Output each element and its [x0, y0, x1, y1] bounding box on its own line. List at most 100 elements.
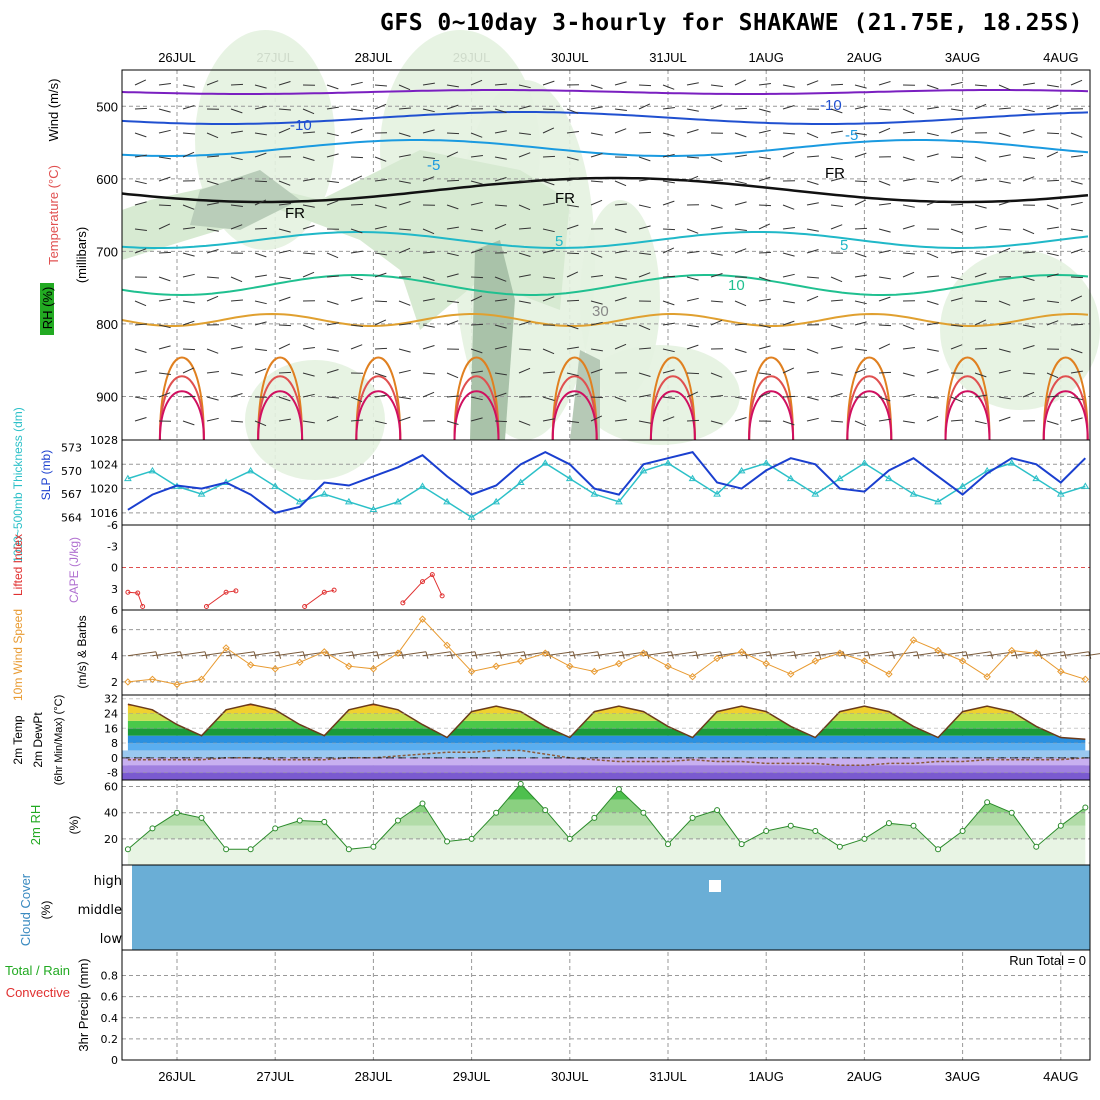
thickness-point: [124, 474, 132, 482]
wind-barb: [1070, 248, 1083, 254]
contour-label: 5: [840, 237, 848, 254]
wind-speed-point: [1057, 667, 1065, 676]
wind-barb: [854, 132, 867, 136]
wind-barb: [518, 420, 531, 426]
surface-wind-barb: [1011, 651, 1040, 657]
wind-barb: [350, 228, 363, 234]
thickness-point: [516, 478, 525, 485]
wind-barb: [206, 155, 219, 158]
wind-barb: [182, 348, 196, 351]
wind-barb: [326, 275, 339, 278]
wind-barb: [230, 276, 243, 283]
wind-barb: [446, 151, 459, 158]
wind-barb: [662, 153, 675, 158]
wind-barb: [206, 276, 219, 279]
wind-barb: [254, 84, 267, 89]
boundary-layer-isotherm: [257, 390, 304, 441]
chart-title: GFS 0~10day 3-hourly for SHAKAWE (21.75E…: [380, 10, 1084, 36]
rh-percent-axis-label: (%): [67, 816, 81, 835]
wind-barb: [638, 394, 651, 398]
date-label-bottom: 1AUG: [748, 1069, 783, 1084]
wind-barb: [1070, 228, 1083, 232]
wind-barb: [230, 130, 243, 134]
wind-barb: [326, 415, 339, 422]
wind-barb: [854, 368, 867, 374]
boundary-layer-isotherm: [1042, 390, 1089, 441]
wind-barb: [398, 84, 411, 91]
wind-tick-label: 2: [111, 676, 118, 689]
wind-barb: [830, 130, 843, 134]
wind-barb: [206, 180, 219, 185]
contour-label: -5: [427, 157, 440, 174]
rh-point: [517, 780, 524, 787]
wind-barb: [1022, 176, 1035, 182]
wind-barb: [782, 273, 795, 278]
boundary-layer-isotherm: [158, 390, 205, 441]
wind-barb: [350, 297, 363, 302]
wind-barb: [974, 300, 988, 303]
surface-wind-barb: [692, 651, 721, 657]
wind-barb: [134, 370, 147, 374]
rh-point: [174, 809, 180, 816]
surface-wind-barb: [471, 651, 500, 657]
date-label-bottom: 4AUG: [1043, 1069, 1078, 1084]
wind-barb: [998, 369, 1011, 374]
wind-speed-point: [541, 649, 549, 657]
wind-barb: [782, 204, 795, 210]
surface-wind-barb: [226, 651, 255, 657]
wind-barb: [230, 346, 243, 350]
pressure-tick-label: 900: [96, 389, 118, 404]
wind-barb: [902, 372, 915, 377]
wind-barb: [710, 204, 723, 209]
wind-barb: [446, 420, 459, 425]
wind-barb: [1046, 395, 1059, 398]
millibars-axis-label: (millibars): [74, 227, 89, 283]
lifted-index-point: [321, 589, 327, 595]
wind-barb: [686, 108, 699, 112]
wind-barb: [302, 324, 315, 330]
rh-band: [127, 812, 1086, 826]
wind-barb: [998, 323, 1011, 326]
temp-tick-label: 0: [111, 752, 118, 765]
boundary-layer-isotherm: [257, 356, 304, 441]
wind-barb: [878, 203, 891, 206]
thickness-point: [467, 513, 476, 520]
wind-barb: [854, 274, 867, 278]
thickness-point: [1007, 459, 1016, 466]
wind-barb: [950, 108, 963, 112]
thickness-point: [394, 497, 402, 505]
temperature-band: [127, 743, 1086, 751]
surface-wind-barb: [667, 651, 697, 657]
wind-barb: [830, 224, 843, 230]
lifted-index-line: [304, 589, 335, 607]
surface-wind-barb: [618, 651, 647, 657]
wind-barb: [326, 132, 339, 137]
wind-barb: [734, 201, 747, 206]
surface-wind-barb: [446, 651, 476, 657]
wind-barb: [758, 176, 771, 182]
wind-barb: [1070, 132, 1083, 138]
wind-barb: [1046, 226, 1059, 230]
cape-tick-label: 6: [111, 604, 118, 617]
cape-tick-label: -3: [107, 540, 118, 553]
slp-line: [127, 450, 1087, 514]
rh-point: [124, 846, 131, 853]
thickness-line: [127, 462, 1086, 519]
thickness-point: [713, 490, 721, 497]
wind-barb: [494, 324, 507, 329]
wind-barb: [998, 154, 1011, 158]
wind-barb: [398, 180, 411, 184]
wind-barb: [518, 252, 531, 257]
wind-barb: [230, 108, 243, 114]
date-label-bottom: 3AUG: [945, 1069, 980, 1084]
wind-barb: [422, 345, 435, 350]
wind-barb: [326, 396, 339, 399]
lifted-index-line: [127, 591, 144, 607]
rh-point: [272, 825, 279, 832]
boundary-layer-isotherm: [649, 390, 696, 441]
lifted-index-point: [140, 603, 146, 609]
wind-barb: [158, 324, 171, 329]
wind-speed-axis-label: 10m Wind Speed: [11, 609, 25, 701]
wind-barb: [494, 223, 507, 230]
wind-barb: [374, 347, 388, 350]
